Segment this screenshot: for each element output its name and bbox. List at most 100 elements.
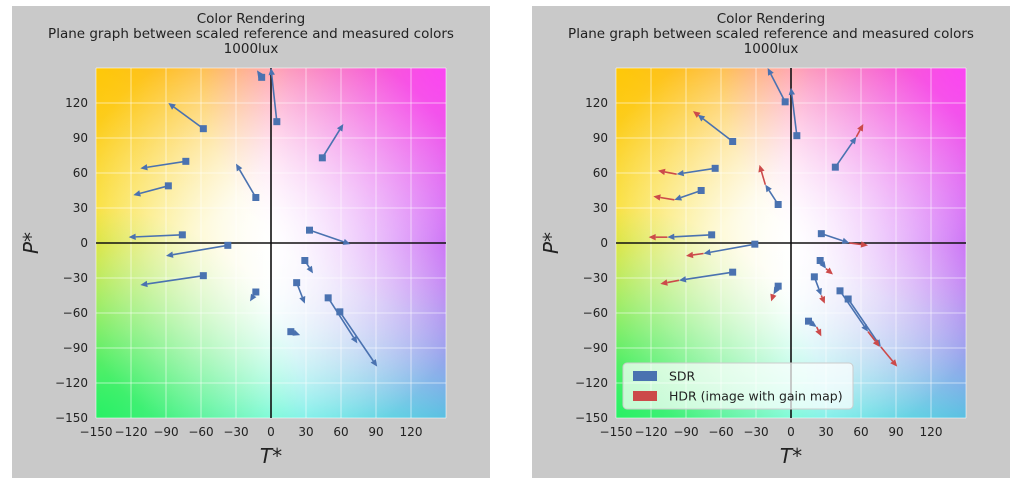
legend-label: SDR xyxy=(669,369,696,384)
vector-shaft xyxy=(847,298,878,342)
series-0 xyxy=(667,68,881,347)
series-1 xyxy=(648,111,898,367)
vector-mark xyxy=(140,272,207,288)
vector-mark xyxy=(703,240,759,256)
vector-shaft xyxy=(776,285,779,289)
vector-mark xyxy=(855,124,864,138)
vector-arrowhead xyxy=(268,68,275,76)
vector-shaft xyxy=(839,290,865,327)
vector-arrowhead xyxy=(336,124,344,132)
vector-arrowhead xyxy=(140,280,148,288)
vector-arrowhead xyxy=(686,251,694,259)
vector-shaft xyxy=(685,271,733,281)
vector-mark xyxy=(301,257,313,274)
chart-subtitle: Plane graph between scaled reference and… xyxy=(48,26,454,42)
y-tick-label: −150 xyxy=(55,411,88,425)
vector-shaft xyxy=(238,169,257,198)
vector-mark xyxy=(236,163,260,201)
x-tick-label: −150 xyxy=(600,425,633,439)
vector-mark xyxy=(816,257,826,269)
vector-start-marker xyxy=(258,73,266,81)
chart-plot-right: −150 −120 −90 −60 −30 0 30 60 90 1201209060300−30… xyxy=(539,67,967,468)
vector-arrowhead xyxy=(815,328,822,337)
vector-shaft xyxy=(791,94,798,136)
vector-mark xyxy=(166,241,232,258)
vector-mark xyxy=(831,136,857,171)
vector-arrowhead xyxy=(658,168,666,176)
vector-arrowhead xyxy=(857,124,864,132)
vector-arrowhead xyxy=(815,287,822,296)
legend-box xyxy=(622,362,854,410)
vector-arrowhead xyxy=(299,295,306,304)
y-tick-label: 90 xyxy=(593,131,608,145)
chart-title-block: Color Rendering Plane graph between scal… xyxy=(532,12,1010,57)
y-tick-label: −60 xyxy=(583,306,608,320)
y-tick-label: 30 xyxy=(73,201,88,215)
vector-shaft xyxy=(253,291,257,296)
vector-arrowhead xyxy=(168,103,176,110)
vector-mark xyxy=(817,230,850,244)
vector-shaft xyxy=(880,346,894,362)
vector-arrowhead xyxy=(250,293,257,302)
vector-shaft xyxy=(849,242,862,246)
vector-arrowhead xyxy=(767,68,774,76)
vector-shaft xyxy=(680,189,702,199)
vector-start-marker xyxy=(781,98,789,106)
vector-mark xyxy=(679,268,737,283)
chart-subtitle: Plane graph between scaled reference and… xyxy=(568,26,974,42)
vector-shaft xyxy=(867,331,877,342)
vector-shaft xyxy=(813,276,820,290)
x-tick-label: 120 xyxy=(920,425,943,439)
vector-mark xyxy=(318,124,344,162)
chart-plot-left: −150 −120 −90 −60 −30 0 30 60 90 1201209060300−30… xyxy=(19,67,447,468)
vector-start-marker xyxy=(711,164,719,172)
vector-start-marker xyxy=(844,295,852,303)
vector-mark xyxy=(805,317,817,327)
vector-mark xyxy=(810,273,822,296)
vector-arrowhead xyxy=(342,238,351,245)
vector-shaft xyxy=(147,274,204,285)
vector-shaft xyxy=(710,243,755,254)
y-axis-label: P* xyxy=(19,232,43,254)
chart-title: Color Rendering xyxy=(716,11,826,27)
y-tick-label: 120 xyxy=(65,96,88,110)
vector-mark xyxy=(849,241,868,248)
vector-mark xyxy=(667,231,716,240)
vector-shaft xyxy=(768,190,779,205)
vector-shaft xyxy=(674,234,712,238)
vector-arrowhead xyxy=(674,194,682,201)
vector-mark xyxy=(268,68,281,126)
y-tick-label: 60 xyxy=(73,166,88,180)
chart-title: Color Rendering xyxy=(196,11,306,27)
x-tick-label: 0 xyxy=(787,425,795,439)
series-0 xyxy=(128,68,378,367)
x-tick-label: 0 xyxy=(267,425,275,439)
vector-arrowhead xyxy=(370,359,378,367)
chart-title-block: Color Rendering Plane graph between scal… xyxy=(12,12,490,57)
vector-shaft xyxy=(702,118,734,143)
vector-mark xyxy=(133,182,172,197)
vector-mark xyxy=(867,331,880,347)
vector-start-marker xyxy=(729,138,737,145)
legend-swatch xyxy=(633,391,657,401)
y-tick-label: −30 xyxy=(63,271,88,285)
y-tick-label: 0 xyxy=(80,236,88,250)
vector-arrowhead xyxy=(679,276,687,283)
vector-arrowhead xyxy=(825,267,833,275)
legend-label: HDR (image with gain map) xyxy=(669,389,843,404)
y-tick-label: −30 xyxy=(583,271,608,285)
vector-shaft xyxy=(760,171,767,185)
vector-mark xyxy=(648,233,668,241)
vector-shaft xyxy=(815,326,819,331)
y-tick-label: −90 xyxy=(583,341,608,355)
vector-mark xyxy=(287,328,301,336)
vector-arrowhead xyxy=(788,87,796,96)
x-axis-label: T* xyxy=(780,444,802,468)
vector-mark xyxy=(697,114,737,145)
vector-arrowhead xyxy=(236,163,243,172)
y-tick-label: 30 xyxy=(593,201,608,215)
vector-arrowhead xyxy=(166,251,174,258)
vector-arrowhead xyxy=(693,111,701,118)
vector-arrowhead xyxy=(306,265,313,274)
y-tick-label: 0 xyxy=(600,236,608,250)
